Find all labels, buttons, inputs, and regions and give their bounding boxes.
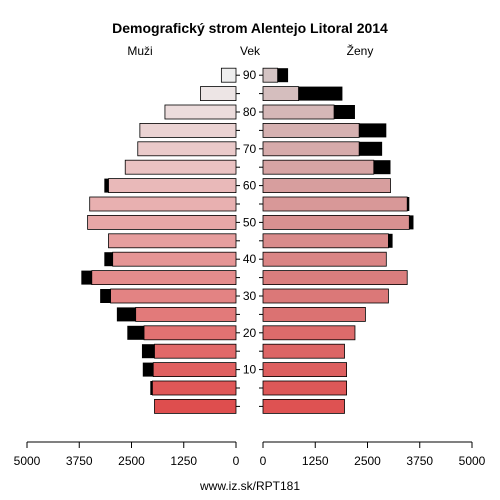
male-x-tick-label: 5000	[14, 454, 41, 468]
male-x-tick-label: 0	[233, 454, 240, 468]
female-bar-45-49	[262, 233, 389, 249]
age-tick-label: 60	[243, 179, 257, 193]
female-bar-80-84	[262, 104, 335, 120]
male-bar-50-54	[87, 214, 237, 230]
female-bar-30-34	[262, 288, 389, 304]
male-x-tick-label: 2500	[118, 454, 145, 468]
female-excess-50-54	[409, 215, 414, 230]
male-bar-60-64	[108, 178, 237, 194]
male-label: Muži	[127, 44, 152, 58]
female-bar-75-79	[262, 123, 360, 138]
male-bar-85-89	[200, 86, 237, 101]
female-bar-0-4	[262, 398, 345, 414]
age-tick-label: 70	[243, 142, 257, 156]
age-label: Vek	[240, 44, 261, 58]
age-tick-label: 50	[243, 215, 257, 229]
female-label: Ženy	[347, 43, 374, 58]
male-excess-15-19	[141, 344, 155, 359]
female-bar-25-29	[262, 306, 366, 322]
male-excess-20-24	[127, 325, 145, 340]
age-tick-label: 30	[243, 289, 257, 303]
male-bar-70-74	[137, 141, 237, 157]
female-bar-15-19	[262, 343, 345, 359]
chart-title: Demografický strom Alentejo Litoral 2014	[112, 20, 388, 36]
female-excess-75-79	[359, 123, 387, 138]
age-tick-label: 10	[243, 363, 257, 377]
female-x-tick-label: 1250	[302, 454, 329, 468]
female-bar-65-69	[262, 159, 375, 175]
age-tick-label: 90	[243, 68, 257, 82]
male-bar-90+	[220, 67, 237, 83]
female-excess-45-49	[388, 233, 393, 248]
female-bar-55-59	[262, 196, 408, 212]
male-excess-10-14	[142, 362, 154, 377]
female-excess-80-84	[334, 105, 355, 119]
age-tick-label: 40	[243, 252, 257, 266]
female-x-tick-label: 0	[260, 454, 267, 468]
female-bar-20-24	[262, 325, 356, 341]
female-bar-60-64	[262, 178, 391, 194]
female-x-tick-label: 2500	[354, 454, 381, 468]
female-bar-90+	[262, 67, 279, 83]
male-bar-65-69	[124, 159, 237, 175]
x-axes: 0 0 1250 1250 2500 2500 3750 3750 5000 5000	[14, 441, 486, 468]
bars-group	[81, 67, 414, 414]
male-excess-5-9	[150, 381, 153, 395]
male-excess-35-39	[81, 270, 92, 285]
female-excess-85-89	[298, 86, 343, 101]
male-bar-0-4	[154, 398, 237, 414]
female-x-tick-label: 5000	[459, 454, 486, 468]
male-bar-35-39	[91, 270, 237, 286]
female-bar-85-89	[262, 86, 299, 101]
female-x-tick-label: 3750	[406, 454, 433, 468]
female-excess-70-74	[359, 141, 383, 156]
male-bar-25-29	[135, 306, 237, 322]
male-bar-5-9	[151, 380, 237, 396]
female-excess-65-69	[373, 160, 391, 175]
age-tick-label: 20	[243, 326, 257, 340]
male-bar-55-59	[89, 196, 237, 212]
age-axis: 10 20 30 40 50 60 70 80 90	[236, 68, 263, 407]
female-bar-70-74	[262, 141, 360, 157]
male-bar-75-79	[139, 123, 237, 138]
male-bar-30-34	[110, 288, 237, 304]
female-bar-35-39	[262, 270, 408, 286]
male-excess-25-29	[116, 307, 136, 322]
male-excess-30-34	[100, 289, 111, 303]
male-x-tick-label: 3750	[66, 454, 93, 468]
female-bar-40-44	[262, 251, 387, 267]
footer-source: www.iz.sk/RPT181	[199, 479, 300, 493]
male-bar-10-14	[152, 362, 237, 378]
male-excess-40-44	[104, 252, 113, 267]
female-excess-55-59	[407, 197, 410, 211]
male-bar-20-24	[143, 325, 237, 341]
male-bar-45-49	[108, 233, 237, 249]
female-bar-5-9	[262, 380, 347, 396]
female-bar-10-14	[262, 362, 347, 378]
male-x-tick-label: 1250	[170, 454, 197, 468]
male-bar-80-84	[164, 104, 237, 120]
female-bar-50-54	[262, 214, 410, 230]
male-excess-60-64	[104, 178, 109, 193]
male-bar-15-19	[154, 343, 237, 359]
male-bar-40-44	[112, 251, 237, 267]
age-tick-label: 80	[243, 105, 257, 119]
female-excess-90+	[277, 68, 289, 83]
